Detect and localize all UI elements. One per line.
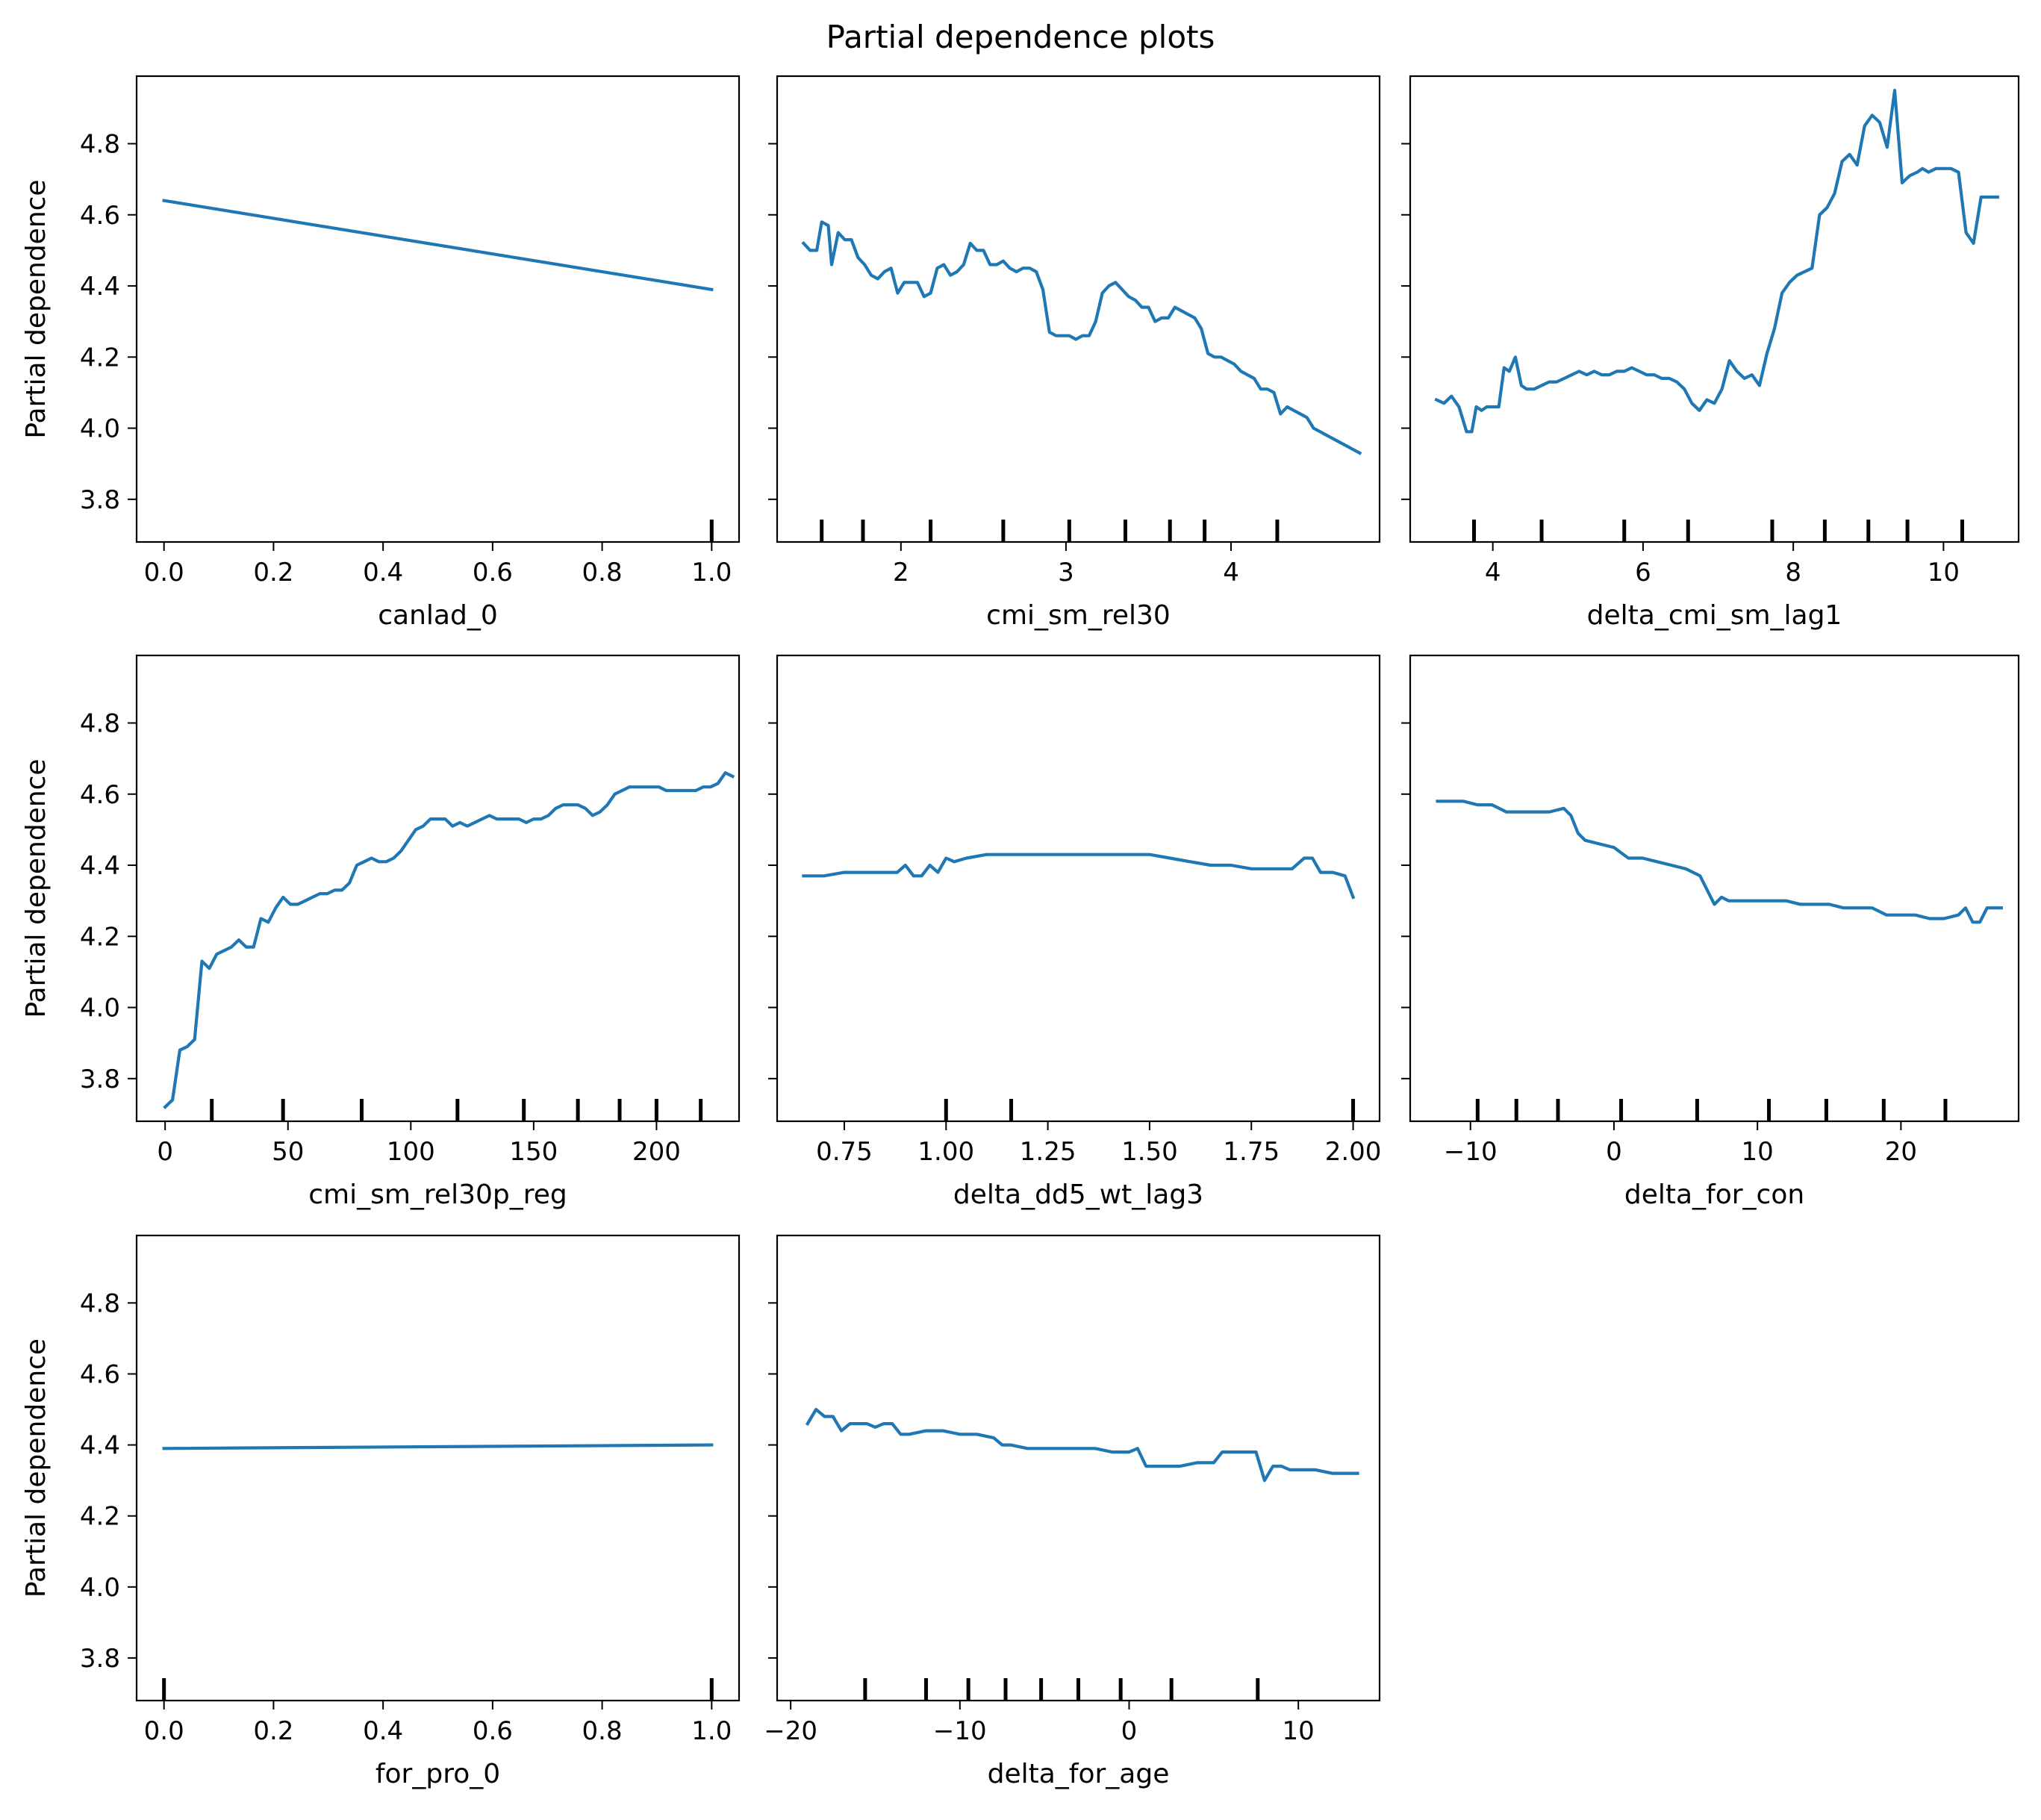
x-tick-label: 0.8 — [582, 1716, 623, 1746]
figure-title: Partial dependence plots — [826, 19, 1215, 55]
x-tick-label: −20 — [764, 1716, 817, 1746]
subplot-1: 3.8 4.0 4.2 4.4 4.6 4.8 Partial dependence 0.0 0… — [21, 75, 741, 631]
subplot-2: 2 3 4 cmi_sm_rel30 — [768, 75, 1381, 631]
x-tick-label: 0 — [157, 1137, 173, 1167]
y-tick-label: 4.6 — [80, 780, 120, 810]
x-tick-label: 0.2 — [253, 1716, 293, 1746]
y-tick-label: 4.8 — [80, 1288, 120, 1318]
pd-line-5 — [802, 853, 1356, 900]
x-tick-label: 0.6 — [473, 558, 513, 588]
x-axis-label: delta_dd5_wt_lag3 — [953, 1179, 1203, 1210]
x-tick-label: 2.00 — [1325, 1137, 1382, 1167]
y-tick-label: 4.0 — [80, 994, 120, 1023]
x-tick-label: 0.4 — [363, 1716, 403, 1746]
x-tick-label: 10 — [1928, 558, 1960, 588]
y-axis-label: Partial dependence — [21, 179, 52, 438]
subplot-6: −10 0 10 20 delta_for_con — [1401, 654, 2020, 1210]
x-tick-label: 150 — [509, 1137, 558, 1167]
x-axis-label: delta_for_age — [988, 1759, 1170, 1789]
y-axis-label: Partial dependence — [21, 1338, 52, 1598]
pd-line-6 — [1436, 800, 2003, 924]
x-tick-label: 1.0 — [691, 558, 732, 588]
axes-frame — [776, 1234, 1381, 1702]
x-axis-label: for_pro_0 — [376, 1759, 500, 1789]
y-tick-label: 3.8 — [80, 485, 120, 515]
axes-frame — [776, 75, 1381, 543]
axes-frame — [1409, 75, 2020, 543]
axes-frame — [776, 654, 1381, 1123]
y-tick-label: 3.8 — [80, 1065, 120, 1094]
x-axis-label: cmi_sm_rel30p_reg — [308, 1179, 567, 1210]
y-tick-label: 4.0 — [80, 414, 120, 444]
y-tick-label: 4.4 — [80, 1431, 120, 1461]
y-tick-label: 4.0 — [80, 1573, 120, 1603]
x-tick-label: 0.4 — [363, 558, 403, 588]
x-tick-label: 0.6 — [473, 1716, 513, 1746]
x-tick-label: 1.50 — [1121, 1137, 1178, 1167]
pd-line-1 — [162, 199, 714, 292]
x-tick-label: 100 — [387, 1137, 435, 1167]
x-axis-label: canlad_0 — [378, 600, 498, 631]
subplot-5: 0.75 1.00 1.25 1.50 1.75 2.00 delta_dd5_wt_lag… — [768, 654, 1382, 1210]
pd-line-2 — [801, 220, 1362, 455]
x-tick-label: 0.0 — [144, 558, 184, 588]
x-tick-label: 6 — [1635, 558, 1651, 588]
y-tick-label: 4.2 — [80, 922, 120, 952]
x-axis-label: delta_for_con — [1624, 1179, 1804, 1210]
x-tick-label: 3 — [1058, 558, 1074, 588]
pd-line-4 — [163, 771, 735, 1109]
subplot-4: 3.8 4.0 4.2 4.4 4.6 4.8 Partial dependence 0 50 1… — [21, 654, 741, 1210]
y-tick-label: 3.8 — [80, 1644, 120, 1674]
subplot-7: 3.8 4.0 4.2 4.4 4.6 4.8 Partial dependence 0.0 0… — [21, 1234, 741, 1789]
axes-frame — [135, 654, 741, 1123]
y-tick-label: 4.6 — [80, 201, 120, 231]
axes-frame — [135, 1234, 741, 1702]
pd-line-3 — [1434, 88, 1999, 434]
y-tick-label: 4.2 — [80, 1502, 120, 1532]
x-tick-label: 4 — [1223, 558, 1239, 588]
x-tick-label: 1.25 — [1020, 1137, 1076, 1167]
x-tick-label: 0.2 — [253, 558, 293, 588]
x-tick-label: 10 — [1283, 1716, 1315, 1746]
x-axis-label: cmi_sm_rel30 — [986, 600, 1171, 631]
x-axis-label: delta_cmi_sm_lag1 — [1587, 600, 1842, 631]
x-tick-label: 50 — [272, 1137, 304, 1167]
x-tick-label: 1.75 — [1223, 1137, 1280, 1167]
y-tick-label: 4.8 — [80, 709, 120, 739]
axes-frame — [135, 75, 741, 543]
y-tick-label: 4.8 — [80, 130, 120, 160]
subplot-8: −20 −10 0 10 delta_for_age — [764, 1234, 1381, 1789]
x-tick-label: −10 — [1444, 1137, 1498, 1167]
x-tick-label: 4 — [1485, 558, 1501, 588]
pd-line-7 — [162, 1443, 714, 1450]
x-tick-label: 0.8 — [582, 558, 623, 588]
pd-line-8 — [805, 1407, 1359, 1483]
y-tick-label: 4.6 — [80, 1359, 120, 1389]
subplot-3: 4 6 8 10 delta_cmi_sm_lag1 — [1401, 75, 2020, 631]
x-tick-label: 2 — [893, 558, 909, 588]
x-tick-label: 0 — [1121, 1716, 1138, 1746]
y-tick-label: 4.4 — [80, 851, 120, 881]
x-tick-label: 200 — [632, 1137, 681, 1167]
x-tick-label: 1.0 — [691, 1716, 732, 1746]
x-tick-label: 20 — [1885, 1137, 1917, 1167]
x-tick-label: −10 — [933, 1716, 987, 1746]
x-tick-label: 0.75 — [816, 1137, 873, 1167]
x-tick-label: 10 — [1742, 1137, 1774, 1167]
y-axis-label: Partial dependence — [21, 758, 52, 1017]
x-tick-label: 1.00 — [917, 1137, 974, 1167]
x-tick-label: 0.0 — [144, 1716, 184, 1746]
axes-frame — [1409, 654, 2020, 1123]
y-tick-label: 4.4 — [80, 272, 120, 302]
x-tick-label: 0 — [1606, 1137, 1622, 1167]
x-tick-label: 8 — [1785, 558, 1801, 588]
y-tick-label: 4.2 — [80, 343, 120, 373]
